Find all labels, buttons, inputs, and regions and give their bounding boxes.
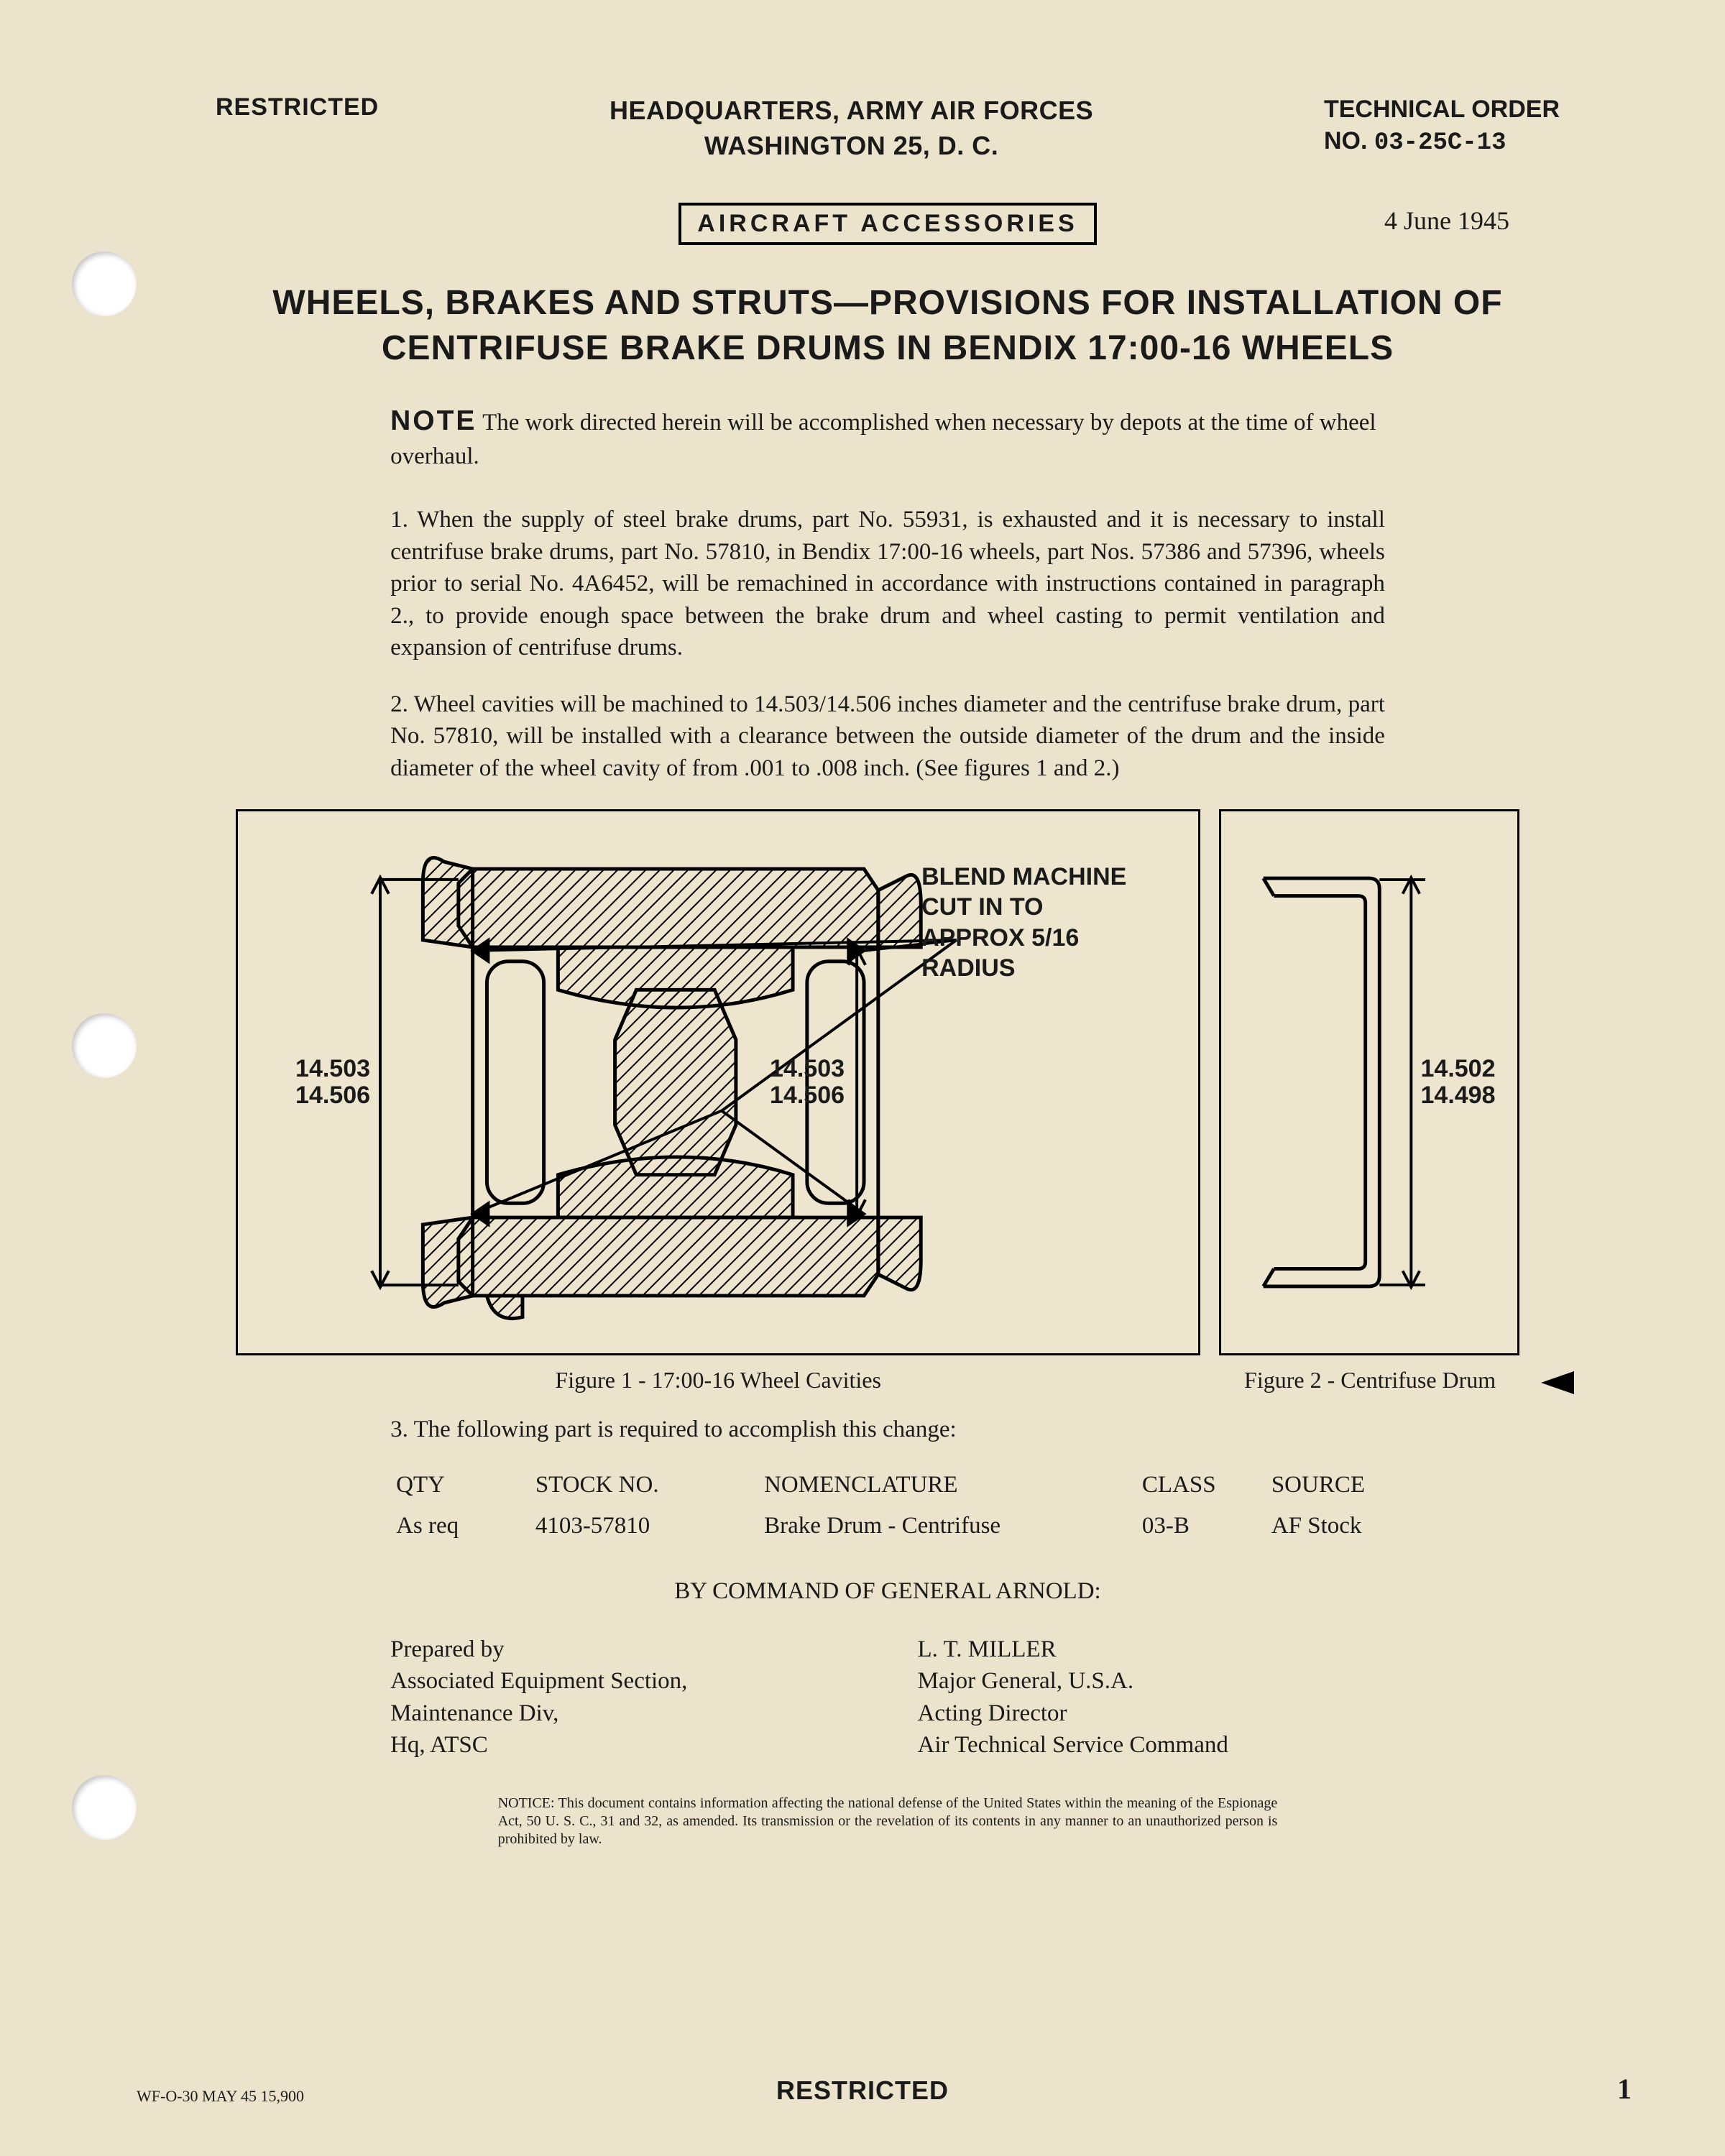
classification-bottom: RESTRICTED — [776, 2076, 949, 2106]
dim-value: 14.502 — [1421, 1056, 1496, 1082]
note-label: NOTE — [390, 405, 477, 436]
blend-line: APPROX 5/16 — [921, 923, 1126, 954]
blend-line: BLEND MACHINE — [921, 862, 1126, 893]
table-header-row: QTY STOCK NO. NOMENCLATURE CLASS SOURCE — [390, 1465, 1385, 1506]
note-block: NOTE The work directed herein will be ac… — [390, 402, 1385, 472]
sig-line: L. T. MILLER — [918, 1634, 1385, 1666]
sig-line: Prepared by — [390, 1634, 917, 1666]
hq-line: HEADQUARTERS, ARMY AIR FORCES — [610, 93, 1093, 129]
signature-left: Prepared by Associated Equipment Section… — [390, 1634, 917, 1761]
sig-line: Acting Director — [918, 1697, 1385, 1730]
print-batch: WF-O-30 MAY 45 15,900 — [137, 2087, 304, 2106]
document-date: 4 June 1945 — [1384, 206, 1509, 236]
signature-right: L. T. MILLER Major General, U.S.A. Actin… — [918, 1634, 1385, 1761]
tech-order-label: TECHNICAL ORDER — [1324, 93, 1560, 125]
tech-order-no-prefix: NO. — [1324, 127, 1367, 155]
dim-value: 14.503 — [770, 1056, 845, 1082]
hq-line: WASHINGTON 25, D. C. — [610, 129, 1093, 164]
figure1-blend-label: BLEND MACHINE CUT IN TO APPROX 5/16 RADI… — [921, 862, 1126, 984]
tech-order-block: TECHNICAL ORDER NO. 03-25C-13 — [1324, 93, 1560, 159]
figure1-left-dimension: 14.503 14.506 — [295, 1056, 370, 1110]
accessories-row: AIRCRAFT ACCESSORIES 4 June 1945 — [216, 203, 1560, 245]
notice-text: NOTICE: This document contains informati… — [498, 1795, 1278, 1848]
col-nom-header: NOMENCLATURE — [758, 1465, 1136, 1506]
sig-line: Maintenance Div, — [390, 1697, 917, 1730]
classification-top: RESTRICTED — [216, 93, 379, 121]
blend-line: CUT IN TO — [921, 892, 1126, 923]
cell-nom: Brake Drum - Centrifuse — [758, 1506, 1136, 1547]
title-line: WHEELS, BRAKES AND STRUTS—PROVISIONS FOR… — [216, 281, 1560, 326]
note-text: The work directed herein will be accompl… — [390, 410, 1376, 469]
command-line: BY COMMAND OF GENERAL ARNOLD: — [216, 1578, 1560, 1605]
parts-table: QTY STOCK NO. NOMENCLATURE CLASS SOURCE … — [390, 1465, 1385, 1547]
sig-line: Associated Equipment Section, — [390, 1665, 917, 1697]
col-qty-header: QTY — [390, 1465, 530, 1506]
page: RESTRICTED HEADQUARTERS, ARMY AIR FORCES… — [0, 0, 1725, 1940]
figure-2-caption: Figure 2 - Centrifuse Drum — [1200, 1367, 1540, 1393]
figure-1-caption: Figure 1 - 17:00-16 Wheel Cavities — [236, 1367, 1200, 1393]
paragraph-2: 2. Wheel cavities will be machined to 14… — [390, 688, 1385, 785]
tech-order-no-row: NO. 03-25C-13 — [1324, 125, 1560, 159]
figure-1-box: 14.503 14.506 14.503 14.506 BLEND MACHIN… — [236, 809, 1200, 1355]
dim-value: 14.506 — [295, 1082, 370, 1109]
paragraph-3: 3. The following part is required to acc… — [390, 1416, 1385, 1443]
sig-line: Major General, U.S.A. — [918, 1665, 1385, 1697]
figure2-dimension: 14.502 14.498 — [1421, 1056, 1496, 1110]
cell-qty: As req — [390, 1506, 530, 1547]
col-source-header: SOURCE — [1266, 1465, 1385, 1506]
header-row: RESTRICTED HEADQUARTERS, ARMY AIR FORCES… — [216, 93, 1560, 163]
dim-value: 14.506 — [770, 1082, 845, 1109]
tech-order-no: 03-25C-13 — [1374, 129, 1506, 157]
arrow-icon — [1541, 1371, 1574, 1394]
figure-2-box: 14.502 14.498 — [1219, 809, 1519, 1355]
paragraph-1: 1. When the supply of steel brake drums,… — [390, 504, 1385, 664]
figure-2-caption-text: Figure 2 - Centrifuse Drum — [1244, 1367, 1496, 1393]
blend-line: RADIUS — [921, 953, 1126, 984]
signature-row: Prepared by Associated Equipment Section… — [390, 1634, 1385, 1761]
col-class-header: CLASS — [1136, 1465, 1266, 1506]
headquarters-block: HEADQUARTERS, ARMY AIR FORCES WASHINGTON… — [610, 93, 1093, 163]
dim-value: 14.498 — [1421, 1082, 1496, 1109]
table-row: As req 4103-57810 Brake Drum - Centrifus… — [390, 1506, 1385, 1547]
figure-captions: Figure 1 - 17:00-16 Wheel Cavities Figur… — [236, 1367, 1540, 1393]
cell-stock: 4103-57810 — [530, 1506, 758, 1547]
dim-value: 14.503 — [295, 1056, 370, 1082]
footer-row: WF-O-30 MAY 45 15,900 RESTRICTED 1 — [0, 2072, 1725, 2106]
cell-class: 03-B — [1136, 1506, 1266, 1547]
figures-row: 14.503 14.506 14.503 14.506 BLEND MACHIN… — [236, 809, 1540, 1355]
document-title: WHEELS, BRAKES AND STRUTS—PROVISIONS FOR… — [216, 281, 1560, 371]
sig-line: Hq, ATSC — [390, 1729, 917, 1761]
sig-line: Air Technical Service Command — [918, 1729, 1385, 1761]
figure1-right-dimension: 14.503 14.506 — [770, 1056, 845, 1110]
title-line: CENTRIFUSE BRAKE DRUMS IN BENDIX 17:00-1… — [216, 326, 1560, 371]
page-number: 1 — [1617, 2072, 1632, 2106]
col-stock-header: STOCK NO. — [530, 1465, 758, 1506]
aircraft-accessories-box: AIRCRAFT ACCESSORIES — [678, 203, 1096, 245]
cell-source: AF Stock — [1266, 1506, 1385, 1547]
